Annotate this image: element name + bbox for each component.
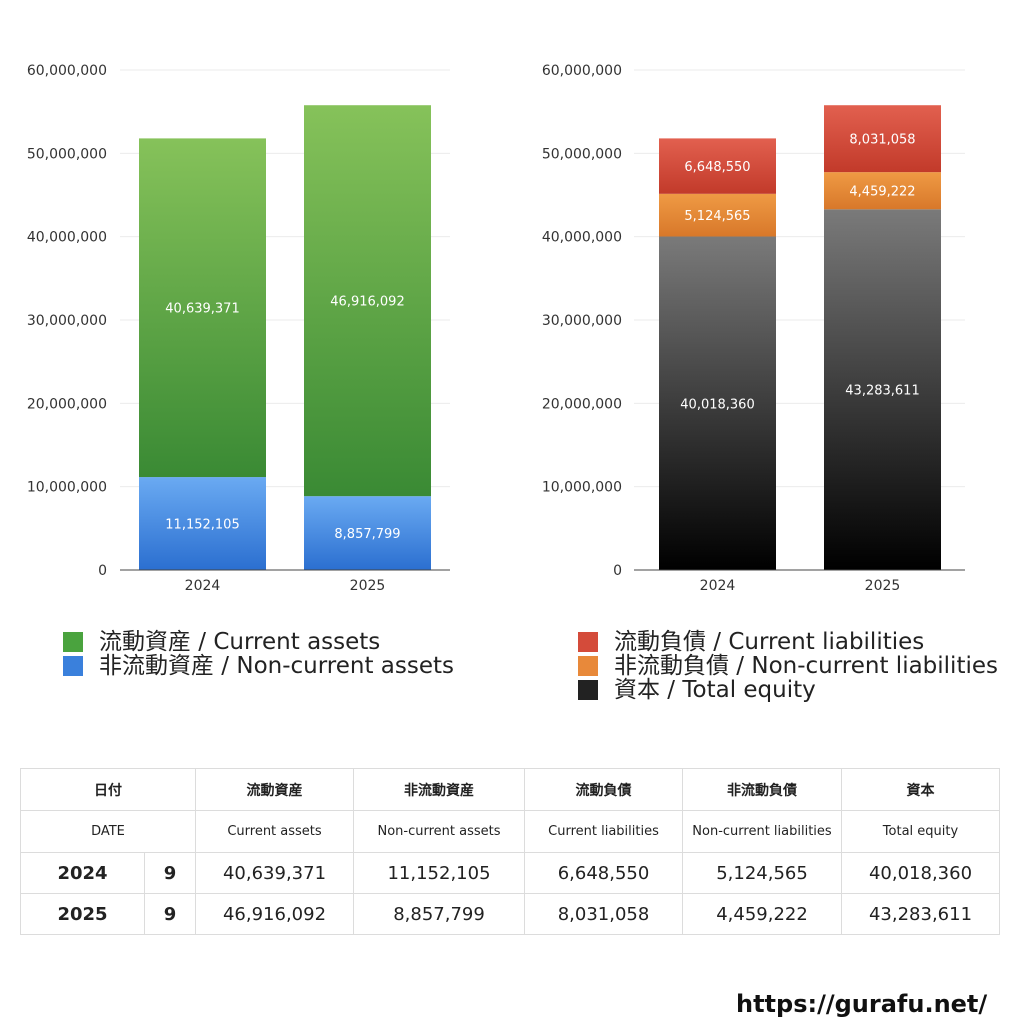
y-tick-label: 40,000,000 [542, 230, 622, 246]
legend-swatch [63, 632, 83, 652]
data-label-total-equity-2025: 43,283,611 [845, 384, 919, 399]
legend-label: 非流動資産 / Non-current assets [99, 653, 455, 679]
bar-current-assets-2024 [139, 138, 266, 478]
header-noncurrent-liabilities-jp: 非流動負債 [682, 768, 842, 811]
legend-item: 流動資産 / Current assets [63, 630, 454, 654]
cell-current-assets: 46,916,092 [195, 893, 354, 935]
x-tick-label: 2024 [185, 578, 221, 594]
y-tick-label: 20,000,000 [27, 396, 107, 412]
legend-item: 資本 / Total equity [578, 678, 998, 702]
y-tick-label: 10,000,000 [27, 480, 107, 496]
y-tick-label: 60,000,000 [542, 63, 622, 79]
header-total-equity-jp: 資本 [841, 768, 1000, 811]
x-tick-label: 2025 [350, 578, 386, 594]
legend-swatch [578, 680, 598, 700]
data-label-non-current-liabilities-2025: 4,459,222 [849, 185, 915, 200]
y-tick-label: 20,000,000 [542, 396, 622, 412]
table-row: 2024 9 40,639,371 11,152,105 6,648,550 5… [20, 852, 1000, 894]
bar-total-equity-2025 [824, 209, 941, 571]
data-label-current-assets-2025: 46,916,092 [330, 295, 404, 310]
row-year: 2024 [20, 852, 145, 894]
bar-non-current-assets-2025 [304, 496, 431, 570]
legend-label: 資本 / Total equity [614, 677, 816, 703]
y-tick-label: 0 [613, 563, 622, 579]
balance-sheet-charts: 0 10,000,000 20,000,000 30,000,000 40,000,00… [27, 63, 965, 594]
table-row: 2025 9 46,916,092 8,857,799 8,031,058 4,… [20, 893, 1000, 935]
cell-current-liabilities: 6,648,550 [524, 852, 683, 894]
assets-chart: 0 10,000,000 20,000,000 30,000,000 40,000,00… [27, 63, 450, 594]
header-total-equity-en: Total equity [841, 810, 1000, 853]
site-link[interactable]: https://gurafu.net/ [736, 990, 988, 1018]
legend-item: 流動負債 / Current liabilities [578, 630, 998, 654]
assets-legend: 流動資産 / Current assets 非流動資産 / Non-current… [63, 630, 454, 678]
cell-current-liabilities: 8,031,058 [524, 893, 683, 935]
x-tick-label: 2024 [700, 578, 736, 594]
legend-swatch [578, 632, 598, 652]
cell-total-equity: 43,283,611 [841, 893, 1000, 935]
bar-non-current-liabilities-2025 [824, 172, 941, 210]
header-date-jp: 日付 [20, 768, 196, 811]
data-label-total-equity-2024: 40,018,360 [680, 397, 754, 412]
liabilities-equity-legend: 流動負債 / Current liabilities 非流動負債 / Non-cu… [578, 630, 998, 702]
data-label-current-liabilities-2024: 6,648,550 [684, 160, 750, 175]
y-tick-label: 30,000,000 [27, 313, 107, 329]
legend-label: 非流動負債 / Non-current liabilities [614, 653, 998, 679]
y-tick-label: 10,000,000 [542, 480, 622, 496]
liabilities-equity-chart: 0 10,000,000 20,000,000 30,000,000 40,000,00… [542, 63, 965, 594]
data-label-current-liabilities-2025: 8,031,058 [849, 133, 915, 148]
row-month: 9 [144, 852, 196, 894]
bar-non-current-assets-2024 [139, 477, 266, 570]
header-current-liabilities-en: Current liabilities [524, 810, 683, 853]
data-label-non-current-assets-2024: 11,152,105 [165, 518, 239, 533]
cell-noncurrent-assets: 11,152,105 [353, 852, 525, 894]
y-tick-label: 30,000,000 [542, 313, 622, 329]
bar-non-current-liabilities-2024 [659, 193, 776, 237]
y-tick-label: 50,000,000 [27, 146, 107, 162]
data-label-non-current-assets-2025: 8,857,799 [334, 527, 400, 542]
header-noncurrent-assets-jp: 非流動資産 [353, 768, 525, 811]
balance-sheet-table: 日付 流動資産 非流動資産 流動負債 非流動負債 資本 DATE Current… [20, 768, 1000, 935]
legend-item: 非流動資産 / Non-current assets [63, 654, 454, 678]
y-tick-label: 0 [98, 563, 107, 579]
row-month: 9 [144, 893, 196, 935]
x-tick-label: 2025 [865, 578, 901, 594]
legend-item: 非流動負債 / Non-current liabilities [578, 654, 998, 678]
legend-label: 流動資産 / Current assets [99, 629, 381, 655]
header-current-assets-jp: 流動資産 [195, 768, 354, 811]
row-year: 2025 [20, 893, 145, 935]
header-noncurrent-liabilities-en: Non-current liabilities [682, 810, 842, 853]
cell-noncurrent-assets: 8,857,799 [353, 893, 525, 935]
cell-current-assets: 40,639,371 [195, 852, 354, 894]
data-label-current-assets-2024: 40,639,371 [165, 302, 239, 317]
y-tick-label: 40,000,000 [27, 230, 107, 246]
header-current-liabilities-jp: 流動負債 [524, 768, 683, 811]
legend-label: 流動負債 / Current liabilities [614, 629, 925, 655]
legend-swatch [63, 656, 83, 676]
table-header-jp: 日付 流動資産 非流動資産 流動負債 非流動負債 資本 [20, 768, 1000, 811]
header-noncurrent-assets-en: Non-current assets [353, 810, 525, 853]
y-tick-label: 60,000,000 [27, 63, 107, 79]
y-tick-label: 50,000,000 [542, 146, 622, 162]
cell-noncurrent-liabilities: 5,124,565 [682, 852, 842, 894]
bar-current-assets-2025 [304, 105, 431, 497]
bar-current-liabilities-2024 [659, 138, 776, 194]
header-date-en: DATE [20, 810, 196, 853]
header-current-assets-en: Current assets [195, 810, 354, 853]
legend-swatch [578, 656, 598, 676]
cell-noncurrent-liabilities: 4,459,222 [682, 893, 842, 935]
cell-total-equity: 40,018,360 [841, 852, 1000, 894]
table-header-en: DATE Current assets Non-current assets C… [20, 810, 1000, 853]
bar-total-equity-2024 [659, 236, 776, 570]
bar-current-liabilities-2025 [824, 105, 941, 173]
data-label-non-current-liabilities-2024: 5,124,565 [684, 209, 750, 224]
